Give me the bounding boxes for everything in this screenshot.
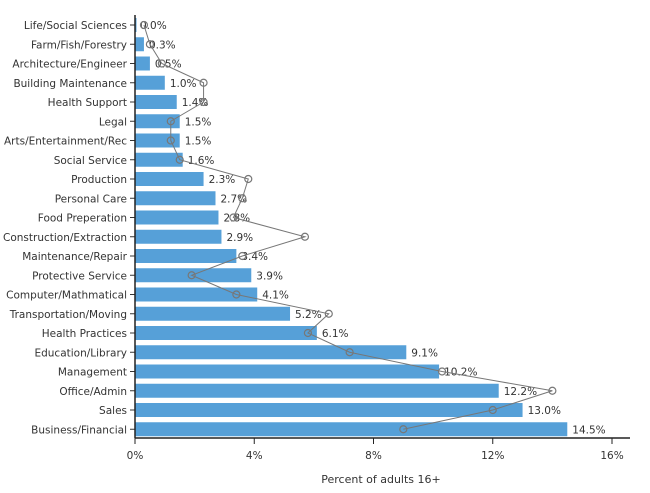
bar-value-label: 14.5% xyxy=(572,424,605,436)
x-tick-label: 8% xyxy=(365,450,382,462)
y-tick-label: Health Practices xyxy=(42,328,127,340)
bar-value-label: 10.2% xyxy=(444,367,477,379)
y-tick-label: Construction/Extraction xyxy=(3,232,127,244)
bar xyxy=(135,422,568,437)
bar-value-label: 1.5% xyxy=(185,136,212,148)
bar-value-label: 5.2% xyxy=(295,309,322,321)
y-tick-label: Personal Care xyxy=(55,193,127,205)
bar xyxy=(135,172,204,186)
line-point xyxy=(238,251,247,261)
bar xyxy=(135,95,177,109)
bar-value-label: 6.1% xyxy=(322,328,349,340)
x-tick-label: 0% xyxy=(127,450,144,462)
bar-value-label: 2.3% xyxy=(209,174,236,186)
line-point xyxy=(166,136,175,145)
bar xyxy=(135,364,440,379)
y-tick-label: Sales xyxy=(99,405,127,417)
bar-value-label: 4.1% xyxy=(262,290,289,302)
bar-value-label: 1.4% xyxy=(182,97,209,109)
bar-value-label: 12.2% xyxy=(504,386,537,398)
bar xyxy=(135,75,165,90)
bar xyxy=(135,229,222,244)
y-tick-label: Health Support xyxy=(48,97,127,109)
line-point xyxy=(166,117,175,126)
line-point xyxy=(399,425,408,434)
bar xyxy=(135,152,183,167)
line-point xyxy=(548,386,557,395)
bar xyxy=(135,345,407,360)
line-point xyxy=(238,194,247,203)
bar xyxy=(135,210,219,225)
y-tick-label: Management xyxy=(58,367,127,379)
y-tick-label: Office/Admin xyxy=(59,386,127,398)
y-tick-label: Production xyxy=(71,174,127,186)
bar-value-label: 2.9% xyxy=(226,232,253,244)
line-point xyxy=(488,405,497,415)
y-tick-label: Building Maintenance xyxy=(13,78,127,90)
y-tick-label: Legal xyxy=(99,116,127,128)
y-tick-label: Maintenance/Repair xyxy=(22,251,127,263)
line-point xyxy=(324,309,333,318)
line-point xyxy=(229,213,238,222)
x-tick-label: 4% xyxy=(246,450,263,462)
bar xyxy=(135,191,216,206)
bar xyxy=(135,114,180,129)
line-point xyxy=(157,59,166,68)
x-axis-title: Percent of adults 16+ xyxy=(321,473,441,486)
bar-value-label: 13.0% xyxy=(528,405,561,417)
y-tick-label: Life/Social Sciences xyxy=(24,20,127,32)
line-point xyxy=(437,367,447,376)
line-point xyxy=(199,97,208,107)
line-point xyxy=(145,40,155,49)
line-point xyxy=(175,155,184,164)
line-point xyxy=(244,174,253,184)
x-tick-label: 16% xyxy=(600,450,623,462)
bar-value-label: 3.9% xyxy=(256,270,283,282)
bar xyxy=(135,249,237,263)
y-tick-label: Food Preperation xyxy=(38,213,127,225)
bar xyxy=(135,133,180,148)
bar-value-label: 0.3% xyxy=(149,39,176,51)
y-tick-label: Social Service xyxy=(54,155,127,167)
y-tick-label: Computer/Mathmatical xyxy=(6,290,127,302)
comparison-line xyxy=(143,24,553,430)
bar xyxy=(135,56,150,71)
bar-value-label: 1.0% xyxy=(170,78,197,90)
y-tick-label: Transportation/Moving xyxy=(9,309,127,321)
line-point xyxy=(187,271,196,280)
bar xyxy=(135,268,252,283)
y-tick-label: Architecture/Engineer xyxy=(12,59,127,71)
line-point xyxy=(232,290,241,299)
y-tick-label: Arts/Entertainment/Rec xyxy=(4,136,127,148)
line-point xyxy=(139,20,149,30)
line-point xyxy=(303,328,313,338)
y-tick-label: Education/Library xyxy=(34,347,127,359)
line-point xyxy=(199,78,208,87)
bar xyxy=(135,403,523,417)
bar xyxy=(135,306,291,321)
bar xyxy=(135,287,258,302)
bar xyxy=(135,326,317,340)
bar-value-label: 9.1% xyxy=(411,347,438,359)
line-point xyxy=(345,348,354,357)
bar xyxy=(135,37,144,52)
bar-value-label: 1.5% xyxy=(185,116,212,128)
x-tick-label: 12% xyxy=(481,450,504,462)
bar xyxy=(135,383,499,398)
y-tick-label: Protective Service xyxy=(32,270,127,282)
bar-value-label: 1.6% xyxy=(188,155,215,167)
line-point xyxy=(300,232,310,241)
y-tick-label: Business/Financial xyxy=(31,424,127,436)
y-tick-label: Farm/Fish/Forestry xyxy=(31,39,127,51)
